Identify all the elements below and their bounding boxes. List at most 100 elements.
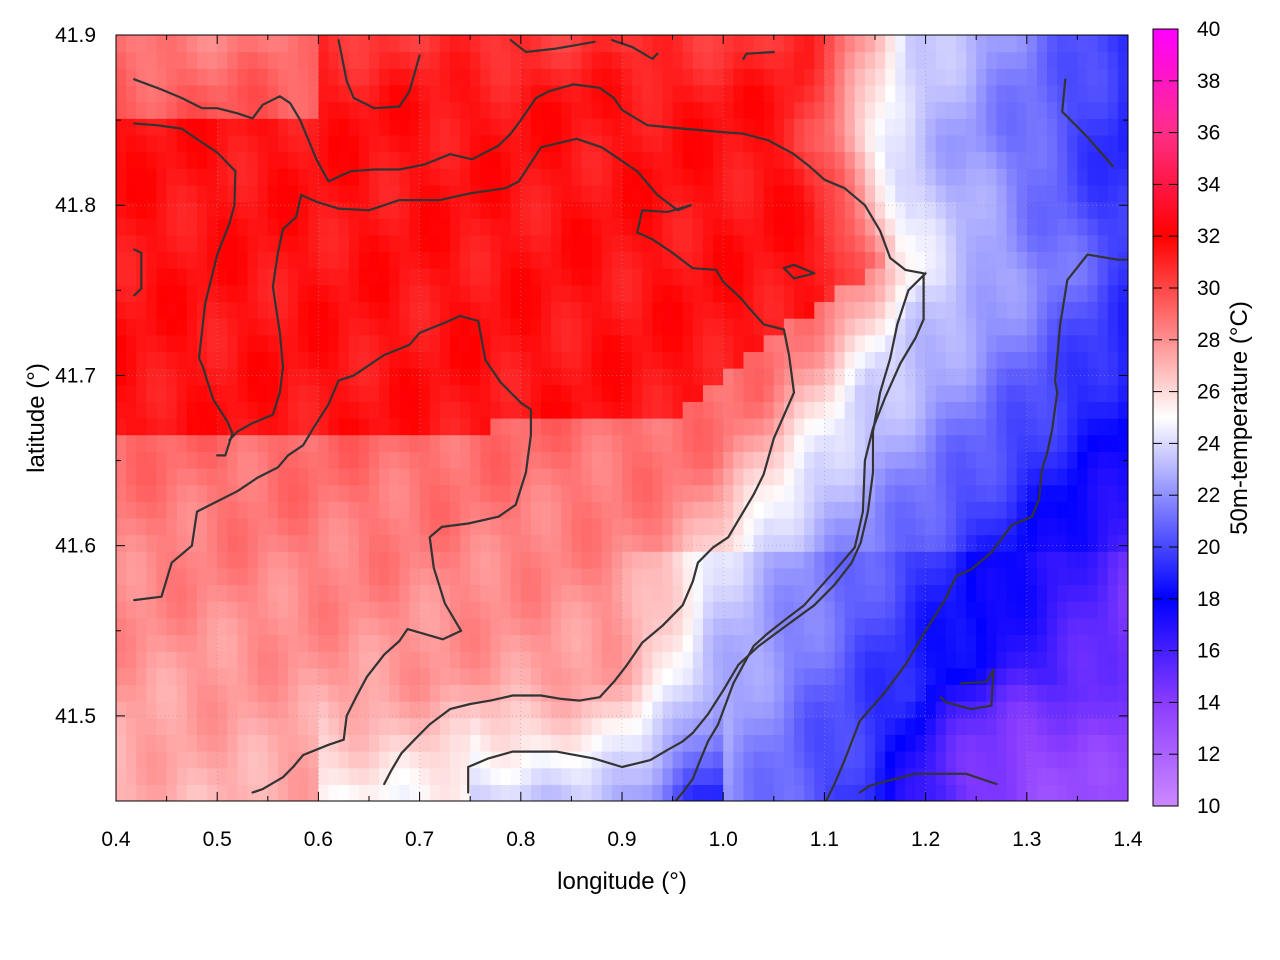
heatmap-cell [439, 301, 451, 319]
heatmap-cell [460, 667, 471, 686]
heatmap-cell [126, 318, 137, 336]
heatmap-cell [308, 151, 319, 169]
heatmap-cell [480, 667, 492, 686]
heatmap-cell [844, 484, 856, 502]
heatmap-cell [662, 551, 674, 569]
heatmap-cell [844, 268, 856, 286]
heatmap-cell [662, 51, 674, 69]
heatmap-cell [824, 634, 836, 652]
heatmap-cell [358, 617, 370, 636]
heatmap-cell [298, 601, 309, 619]
heatmap-cell [844, 767, 856, 785]
heatmap-cell [642, 601, 653, 619]
heatmap-cell [733, 101, 745, 119]
heatmap-cell [247, 751, 259, 769]
heatmap-cell [510, 717, 522, 735]
heatmap-cell [146, 567, 158, 586]
heatmap-cell [510, 617, 522, 636]
heatmap-cell [166, 667, 178, 686]
heatmap-cell [783, 651, 795, 669]
heatmap-cell [672, 517, 684, 536]
heatmap-cell [460, 334, 471, 352]
heatmap-cell [561, 701, 572, 719]
heatmap-cell [875, 567, 886, 586]
heatmap-cell [207, 351, 218, 369]
heatmap-cell [429, 251, 441, 269]
heatmap-cell [895, 751, 906, 769]
heatmap-cell [844, 68, 856, 86]
heatmap-cell [844, 634, 856, 652]
heatmap-cell [692, 118, 704, 136]
heatmap-cell [338, 734, 350, 752]
heatmap-cell [520, 84, 532, 103]
heatmap-cell [773, 717, 785, 735]
heatmap-cell [399, 684, 411, 702]
heatmap-cell [996, 218, 1008, 236]
colorbar-tick-label: 40 [1197, 18, 1220, 41]
heatmap-cell [1097, 251, 1109, 269]
heatmap-cell [824, 218, 836, 236]
heatmap-cell [925, 434, 937, 452]
heatmap-cell [116, 318, 127, 336]
heatmap-cell [1016, 451, 1028, 469]
heatmap-cell [490, 634, 502, 652]
heatmap-cell [257, 268, 269, 286]
heatmap-cell [460, 35, 471, 53]
heatmap-cell [1047, 351, 1058, 369]
heatmap-cell [844, 351, 856, 369]
heatmap-cell [692, 534, 704, 552]
heatmap-cell [348, 68, 360, 86]
heatmap-cell [622, 584, 633, 602]
heatmap-cell [976, 201, 987, 219]
heatmap-cell [318, 368, 330, 386]
heatmap-cell [257, 68, 269, 86]
heatmap-cell [136, 368, 147, 386]
heatmap-cell [1036, 84, 1048, 103]
heatmap-cell [1026, 184, 1038, 203]
heatmap-cell [126, 651, 137, 669]
heatmap-cell [571, 534, 583, 552]
heatmap-cell [723, 35, 734, 53]
heatmap-cell [1117, 701, 1128, 719]
heatmap-cell [116, 368, 127, 386]
heatmap-cell [460, 318, 471, 336]
heatmap-cell [257, 51, 269, 69]
heatmap-cell [196, 767, 208, 785]
heatmap-cell [814, 784, 825, 801]
heatmap-cell [1047, 401, 1058, 419]
heatmap-cell [186, 35, 198, 53]
heatmap-cell [743, 318, 755, 336]
heatmap-cell [925, 517, 937, 536]
heatmap-cell [1026, 467, 1038, 486]
heatmap-cell [217, 84, 228, 103]
heatmap-cell [510, 467, 522, 486]
heatmap-cell [794, 751, 805, 769]
heatmap-cell [692, 617, 704, 636]
heatmap-cell [308, 251, 319, 269]
heatmap-cell [895, 501, 906, 519]
heatmap-cell [794, 784, 805, 801]
heatmap-cell [116, 35, 127, 53]
heatmap-cell [480, 84, 492, 103]
heatmap-cell [439, 118, 451, 136]
heatmap-cell [1087, 251, 1099, 269]
heatmap-cell [743, 251, 755, 269]
heatmap-cell [986, 467, 998, 486]
heatmap-cell [227, 251, 239, 269]
x-tick-label: 1.2 [911, 828, 940, 851]
heatmap-cell [520, 451, 532, 469]
heatmap-cell [662, 717, 674, 735]
heatmap-cell [530, 401, 542, 419]
heatmap-cell [207, 318, 218, 336]
heatmap-cell [966, 584, 977, 602]
heatmap-cell [328, 168, 340, 186]
heatmap-cell [520, 351, 532, 369]
heatmap-cell [136, 51, 147, 69]
heatmap-cell [571, 318, 583, 336]
heatmap-cell [439, 101, 451, 119]
heatmap-cell [429, 751, 441, 769]
heatmap-cell [530, 301, 542, 319]
heatmap-cell [834, 368, 846, 386]
heatmap-cell [1006, 68, 1018, 86]
heatmap-cell [389, 434, 400, 452]
